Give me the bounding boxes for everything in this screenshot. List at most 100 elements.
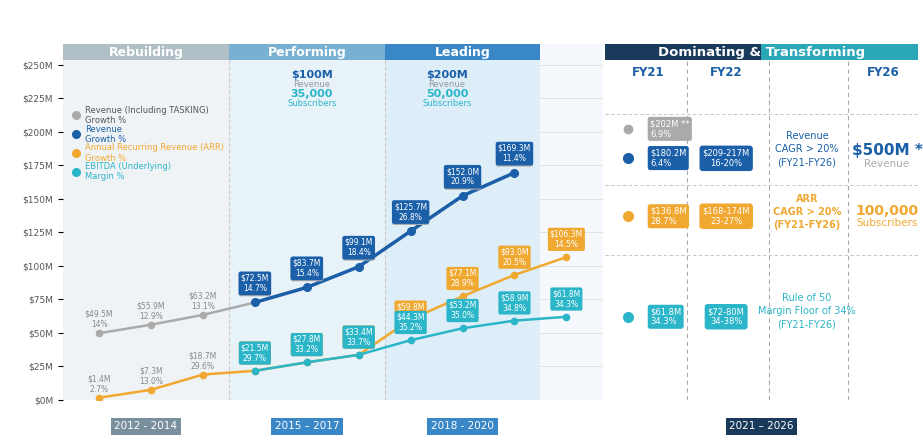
Bar [767, 44, 773, 60]
Text: Rebuilding: Rebuilding [108, 46, 184, 59]
Bar [761, 44, 768, 60]
Bar [845, 44, 852, 60]
Bar [746, 44, 752, 60]
Text: $72.5M
14.7%: $72.5M 14.7% [241, 274, 269, 293]
Bar [720, 44, 726, 60]
Text: 2018 - 2020: 2018 - 2020 [431, 421, 494, 432]
Text: $125.7M
26.8%: $125.7M 26.8% [394, 202, 427, 222]
Bar [819, 44, 826, 60]
Bar [840, 44, 846, 60]
Text: $168-174M
23-27%: $168-174M 23-27% [702, 206, 749, 226]
Text: $169.3M
11.4%: $169.3M 11.4% [497, 145, 531, 165]
Text: FY26: FY26 [867, 66, 899, 79]
Bar [646, 44, 653, 60]
Text: $7.3M
13.0%: $7.3M 13.0% [139, 366, 163, 386]
Text: $33.4M
33.7%: $33.4M 33.7% [344, 327, 373, 347]
Bar [856, 44, 862, 60]
Bar [699, 44, 705, 60]
Text: $99.1M
18.4%: $99.1M 18.4% [344, 239, 373, 259]
Text: $72.5M
14.7%: $72.5M 14.7% [241, 275, 269, 294]
Bar [850, 44, 857, 60]
Text: $169.3M
11.4%: $169.3M 11.4% [497, 144, 531, 163]
Bar [673, 44, 679, 60]
Text: $200M: $200M [426, 70, 468, 80]
Bar [689, 44, 695, 60]
Bar [761, 44, 918, 60]
Bar [683, 44, 689, 60]
Text: $53.2M
35.0%: $53.2M 35.0% [449, 301, 476, 320]
Text: Revenue: Revenue [428, 80, 465, 89]
Text: $152.0M
20.9%: $152.0M 20.9% [446, 167, 479, 186]
Text: Subscribers: Subscribers [287, 99, 337, 108]
Text: $63.2M
13.1%: $63.2M 13.1% [189, 291, 217, 311]
Bar [605, 44, 611, 60]
Bar [814, 44, 821, 60]
Bar [834, 44, 842, 60]
Bar [657, 44, 664, 60]
Text: $100M: $100M [291, 70, 333, 80]
Bar [887, 44, 893, 60]
Bar [641, 44, 648, 60]
Bar [605, 44, 761, 60]
Text: $18.7M
29.6%: $18.7M 29.6% [189, 351, 217, 370]
Text: $49.5M
14%: $49.5M 14% [85, 310, 114, 329]
Bar [63, 44, 229, 60]
Bar [63, 44, 229, 400]
Text: $21.5M
29.7%: $21.5M 29.7% [241, 343, 269, 363]
Bar [824, 44, 831, 60]
Text: $209-217M
16-20%: $209-217M 16-20% [702, 149, 749, 168]
Bar [652, 44, 658, 60]
Bar [693, 44, 701, 60]
Bar [615, 44, 622, 60]
Bar [730, 44, 737, 60]
Text: $27.8M
33.2%: $27.8M 33.2% [293, 335, 321, 354]
Text: FY22: FY22 [710, 66, 742, 79]
Text: $99.1M
18.4%: $99.1M 18.4% [344, 238, 373, 258]
Bar [636, 44, 642, 60]
Bar [908, 44, 915, 60]
Bar [877, 44, 883, 60]
Bar [620, 44, 627, 60]
Bar [903, 44, 909, 60]
Text: $21.5M
29.7%: $21.5M 29.7% [241, 343, 269, 363]
Text: Revenue
Growth %: Revenue Growth % [85, 124, 126, 144]
Text: Revenue (Including TASKING)
Growth %: Revenue (Including TASKING) Growth % [85, 106, 209, 125]
Bar [881, 44, 889, 60]
Text: $83.7M
15.4%: $83.7M 15.4% [293, 258, 321, 278]
Text: 35,000: 35,000 [291, 89, 333, 99]
Text: Subscribers: Subscribers [857, 218, 917, 228]
Bar [783, 44, 789, 60]
Text: Revenue
CAGR > 20%
(FY21-FY26): Revenue CAGR > 20% (FY21-FY26) [775, 131, 839, 167]
Bar [793, 44, 799, 60]
Text: $93.0M
20.5%: $93.0M 20.5% [500, 247, 529, 267]
Bar [677, 44, 685, 60]
Text: $500M *: $500M * [852, 143, 922, 158]
Text: 2015 – 2017: 2015 – 2017 [274, 421, 339, 432]
Text: $202M **
6.9%: $202M ** 6.9% [650, 119, 689, 139]
Bar [798, 44, 805, 60]
Text: 2012 - 2014: 2012 - 2014 [114, 421, 177, 432]
Text: 50,000: 50,000 [426, 89, 468, 99]
Bar [756, 44, 763, 60]
Bar [229, 44, 385, 400]
Text: FY21: FY21 [631, 66, 664, 79]
Text: $44.3M
35.2%: $44.3M 35.2% [396, 313, 425, 332]
Text: $58.9M
34.8%: $58.9M 34.8% [500, 293, 529, 313]
Bar [897, 44, 905, 60]
Text: $59.8M: $59.8M [397, 302, 425, 311]
Text: $136.8M
28.7%: $136.8M 28.7% [650, 206, 687, 226]
Bar [385, 44, 541, 400]
Bar [630, 44, 638, 60]
Text: $61.8M
34.3%: $61.8M 34.3% [552, 289, 581, 309]
Text: Subscribers: Subscribers [423, 99, 472, 108]
Bar [861, 44, 868, 60]
Text: $106.3M
14.5%: $106.3M 14.5% [550, 230, 583, 249]
Bar [772, 44, 779, 60]
Bar [777, 44, 784, 60]
Text: $1.4M
2.7%: $1.4M 2.7% [88, 374, 111, 394]
Text: Rule of 50
Margin Floor of 34%
(FY21-FY26): Rule of 50 Margin Floor of 34% (FY21-FY2… [758, 293, 856, 329]
Text: $83.7M
15.4%: $83.7M 15.4% [293, 260, 321, 279]
Text: $72-80M
34-38%: $72-80M 34-38% [708, 307, 745, 326]
Text: Annual Recurring Revenue (ARR)
Growth %: Annual Recurring Revenue (ARR) Growth % [85, 143, 224, 163]
Bar [385, 44, 541, 60]
